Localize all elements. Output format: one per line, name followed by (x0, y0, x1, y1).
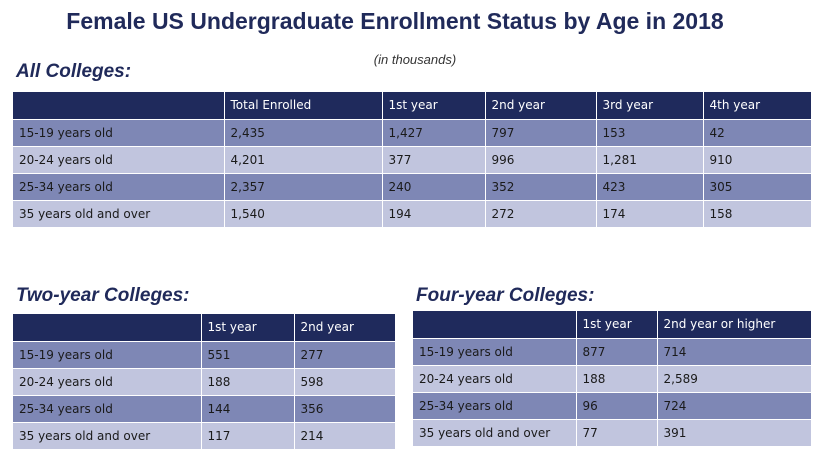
column-header: 2nd year or higher (657, 311, 811, 339)
table-row: 35 years old and over 1,540 194 272 174 158 (13, 200, 811, 228)
table-cell: 188 (576, 365, 658, 393)
table-cell: 117 (201, 422, 295, 450)
column-header: 1st year (201, 314, 295, 342)
row-label: 15-19 years old (13, 119, 225, 147)
table-row: 15-19 years old 877 714 (413, 338, 811, 366)
table-cell: 4,201 (224, 146, 383, 174)
table-row: 25-34 years old 144 356 (13, 395, 395, 423)
table-header-row: 1st year 2nd year or higher (413, 311, 811, 339)
column-header: Total Enrolled (224, 92, 383, 120)
all-colleges-table: Total Enrolled 1st year 2nd year 3rd year 4t… (13, 92, 811, 228)
row-label: 20-24 years old (13, 146, 225, 174)
two-year-colleges-heading: Two-year Colleges: (16, 285, 190, 306)
table-cell: 910 (703, 146, 811, 174)
table-row: 35 years old and over 77 391 (413, 419, 811, 447)
row-label: 25-34 years old (13, 395, 202, 423)
table-cell: 1,427 (382, 119, 486, 147)
column-header (413, 311, 577, 339)
row-label: 35 years old and over (13, 200, 225, 228)
column-header: 4th year (703, 92, 811, 120)
table-cell: 391 (657, 419, 811, 447)
column-header (13, 314, 202, 342)
table-cell: 240 (382, 173, 486, 201)
column-header: 1st year (382, 92, 486, 120)
column-header: 2nd year (294, 314, 395, 342)
table-cell: 352 (485, 173, 597, 201)
table-header-row: Total Enrolled 1st year 2nd year 3rd year 4t… (13, 92, 811, 120)
column-header (13, 92, 225, 120)
table-row: 15-19 years old 551 277 (13, 341, 395, 369)
table-cell: 158 (703, 200, 811, 228)
table-row: 35 years old and over 117 214 (13, 422, 395, 450)
row-label: 20-24 years old (13, 368, 202, 396)
table-cell: 2,357 (224, 173, 383, 201)
table-cell: 356 (294, 395, 395, 423)
table-row: 25-34 years old 96 724 (413, 392, 811, 420)
column-header: 1st year (576, 311, 658, 339)
all-colleges-heading: All Colleges: (16, 61, 132, 82)
table-cell: 598 (294, 368, 395, 396)
row-label: 25-34 years old (413, 392, 577, 420)
table-cell: 144 (201, 395, 295, 423)
table-cell: 277 (294, 341, 395, 369)
table-row: 20-24 years old 188 598 (13, 368, 395, 396)
page-title: Female US Undergraduate Enrollment Statu… (66, 8, 724, 34)
table-cell: 153 (596, 119, 704, 147)
two-year-colleges-table: 1st year 2nd year 15-19 years old 551 277 20-… (13, 314, 395, 450)
table-cell: 714 (657, 338, 811, 366)
table-cell: 77 (576, 419, 658, 447)
table-header-row: 1st year 2nd year (13, 314, 395, 342)
table-cell: 2,589 (657, 365, 811, 393)
column-header: 2nd year (485, 92, 597, 120)
table-cell: 305 (703, 173, 811, 201)
table-cell: 272 (485, 200, 597, 228)
table-cell: 96 (576, 392, 658, 420)
table-cell: 42 (703, 119, 811, 147)
table-cell: 2,435 (224, 119, 383, 147)
table-cell: 1,281 (596, 146, 704, 174)
table-row: 20-24 years old 4,201 377 996 1,281 910 (13, 146, 811, 174)
column-header: 3rd year (596, 92, 704, 120)
row-label: 15-19 years old (413, 338, 577, 366)
table-cell: 551 (201, 341, 295, 369)
row-label: 25-34 years old (13, 173, 225, 201)
table-cell: 877 (576, 338, 658, 366)
page-subtitle: (in thousands) (373, 52, 457, 67)
table-cell: 797 (485, 119, 597, 147)
table-row: 15-19 years old 2,435 1,427 797 153 42 (13, 119, 811, 147)
table-cell: 174 (596, 200, 704, 228)
table-cell: 1,540 (224, 200, 383, 228)
table-cell: 214 (294, 422, 395, 450)
four-year-colleges-table: 1st year 2nd year or higher 15-19 years ol… (413, 311, 811, 447)
row-label: 15-19 years old (13, 341, 202, 369)
table-row: 20-24 years old 188 2,589 (413, 365, 811, 393)
table-cell: 996 (485, 146, 597, 174)
table-cell: 724 (657, 392, 811, 420)
table-cell: 188 (201, 368, 295, 396)
row-label: 20-24 years old (413, 365, 577, 393)
table-cell: 423 (596, 173, 704, 201)
table-cell: 377 (382, 146, 486, 174)
table-cell: 194 (382, 200, 486, 228)
four-year-colleges-heading: Four-year Colleges: (416, 285, 595, 306)
table-row: 25-34 years old 2,357 240 352 423 305 (13, 173, 811, 201)
row-label: 35 years old and over (413, 419, 577, 447)
row-label: 35 years old and over (13, 422, 202, 450)
